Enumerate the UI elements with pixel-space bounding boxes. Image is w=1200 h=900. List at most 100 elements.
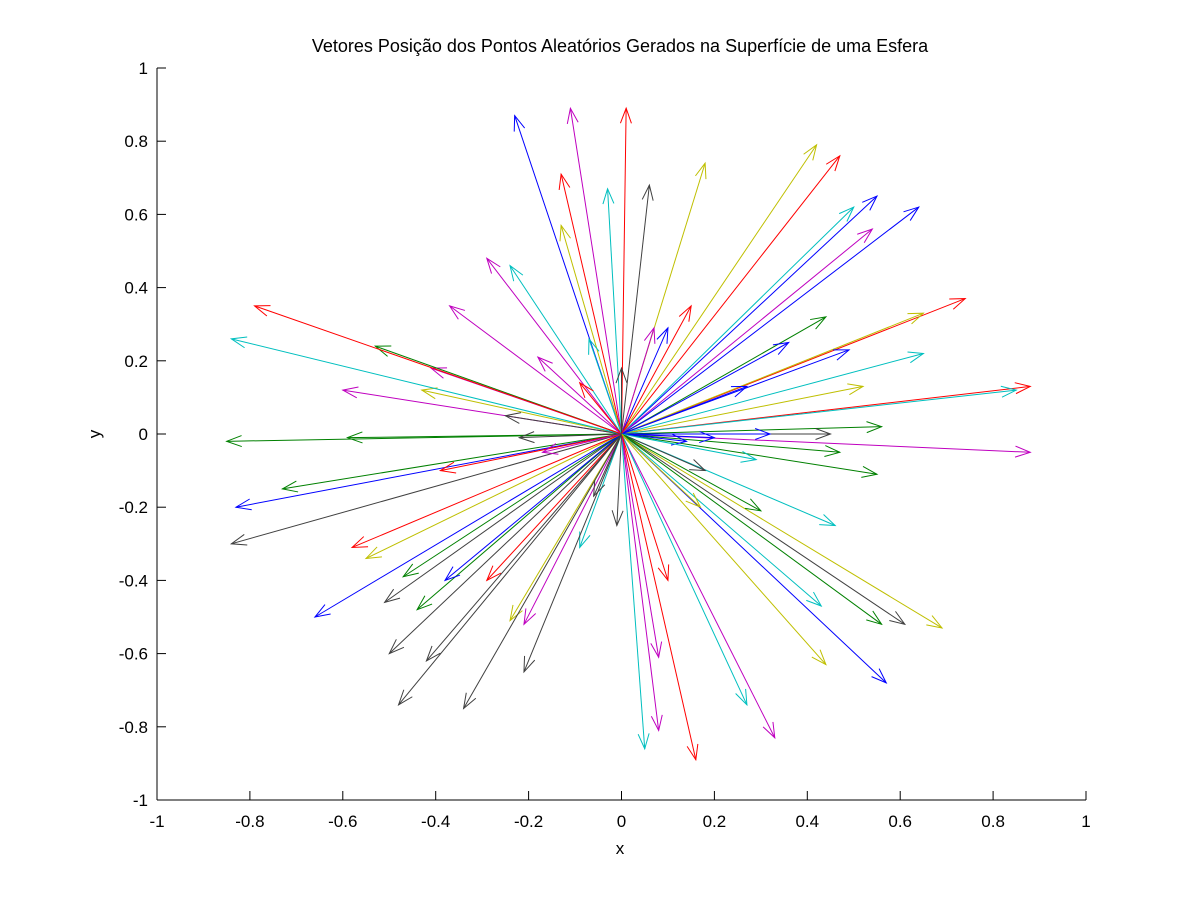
vector-arrow [621,383,865,435]
vector-shaft [621,433,669,581]
vector-shaft [621,433,697,760]
vector-arrow [621,433,907,626]
vector-shaft [593,433,622,497]
vector-shaft [621,206,920,435]
vector-head [509,264,524,282]
vector-shaft [621,433,822,607]
vector-shaft [621,305,692,435]
vector-head [762,721,776,740]
vector-arrow [364,433,622,560]
y-tick-label: -0.4 [119,571,148,590]
vector-shaft [365,433,622,559]
vector-shaft [621,185,650,435]
vector-arrow [621,206,855,435]
y-tick-label: -0.2 [119,498,148,517]
vector-head [611,510,624,527]
vector-shaft [542,433,622,453]
vector-arrow [621,433,748,707]
vector-shaft [351,433,622,548]
x-tick-label: -0.6 [328,812,357,831]
vector-shaft [537,356,622,435]
vector-shaft [621,385,864,435]
vector-head [907,312,925,325]
vector-shaft [621,385,748,435]
x-axis-label: x [616,839,625,858]
vector-shaft [621,426,882,435]
vector-head [602,187,615,205]
vector-shaft [588,338,622,435]
vector-head [926,615,944,629]
vector-head [1014,382,1032,395]
vector-arrow [416,433,622,611]
vector-arrow [621,431,716,444]
vector-head [871,668,888,684]
vector-shaft [621,316,827,435]
vector-arrow [234,433,622,511]
vector-shaft [509,433,622,621]
vector-shaft [579,433,622,548]
vector-shaft [621,433,762,512]
vector-head [341,386,359,399]
vector-shaft [486,433,622,581]
vector-head [313,604,331,618]
vector-arrow [345,431,622,444]
vector-head [425,645,441,663]
y-ticks: -1 -0.8 -0.6 -0.4 -0.2 0 0.2 0.4 0.6 0.8 1 [119,59,166,810]
vector-head [866,421,884,434]
vector-head [815,428,832,440]
vector-head [866,610,883,626]
vector-head [695,161,707,180]
vector-arrow [615,366,628,434]
vector-shaft [621,433,706,472]
vector-arrow [503,412,622,435]
vector-shaft [519,433,622,439]
vector-head [735,688,748,707]
vector-arrow [621,433,650,751]
vector-arrow [523,433,622,674]
vector-shaft [621,433,882,625]
vector-head [345,431,363,444]
vector-shaft [416,433,622,611]
vector-arrow [621,385,749,435]
vector-head [861,466,879,478]
vector-head [656,326,669,344]
vector-shaft [621,327,669,435]
vector-head [443,566,461,582]
vector-shaft [621,433,776,739]
vector-shaft [388,433,622,654]
vector-head [558,172,571,191]
vector-arrow [536,356,622,435]
vector-shaft [621,433,827,665]
x-ticks: -1 -0.8 -0.6 -0.4 -0.2 0 0.2 0.4 0.6 0.8 1 [149,791,1091,831]
vector-arrow [621,433,823,607]
x-tick-label: 1 [1081,812,1090,831]
vector-head [615,366,628,384]
vector-head [234,498,252,511]
vector-shaft [440,433,622,472]
vector-head [949,298,967,310]
vector-shaft [616,433,622,526]
vector-head [685,492,702,509]
vector-arrow [621,433,827,666]
vector-head [903,206,920,221]
vector-arrow [621,433,879,478]
vector-arrow [462,433,622,710]
vector-shaft [282,433,622,490]
vector-shaft [621,433,715,439]
vector-head [838,206,855,222]
x-tick-label: -0.2 [514,812,543,831]
vector-head [588,337,600,355]
vector-head [503,412,522,424]
x-tick-label: -0.8 [235,812,264,831]
vector-arrow [566,106,622,435]
vector-shaft [444,433,622,581]
vector-head [280,480,299,493]
vector-arrow [621,326,669,435]
vector-arrow [621,433,842,458]
vector-shaft [621,433,701,508]
vector-shaft [523,433,622,673]
vector-shaft [621,228,873,435]
vector-arrow [523,433,622,626]
vector-arrow [621,195,879,435]
vector-head [650,714,663,732]
